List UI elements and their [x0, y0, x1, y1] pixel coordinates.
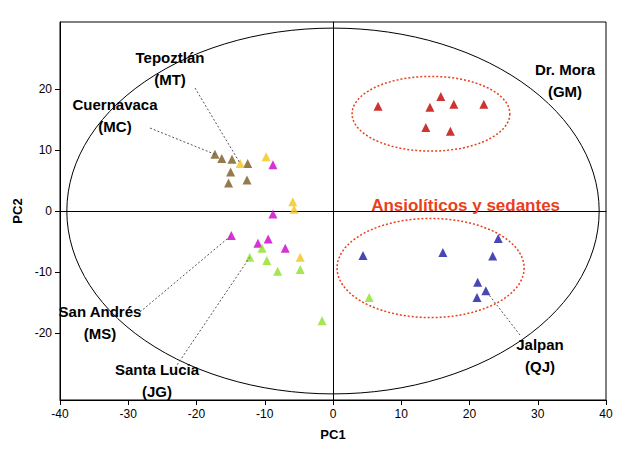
- svg-text:40: 40: [599, 407, 613, 421]
- svg-text:Santa Lucia: Santa Lucia: [115, 361, 200, 378]
- svg-text:20: 20: [463, 407, 477, 421]
- svg-text:Cuernavaca: Cuernavaca: [72, 96, 158, 113]
- svg-text:-10: -10: [256, 407, 274, 421]
- svg-text:-20: -20: [188, 407, 206, 421]
- svg-text:10: 10: [395, 407, 409, 421]
- svg-text:(GM): (GM): [548, 83, 582, 100]
- svg-text:20: 20: [39, 82, 53, 96]
- svg-text:Jalpan: Jalpan: [516, 336, 564, 353]
- svg-text:Dr. Mora: Dr. Mora: [535, 61, 596, 78]
- svg-text:-10: -10: [35, 265, 53, 279]
- svg-text:10: 10: [39, 143, 53, 157]
- svg-text:-40: -40: [51, 407, 69, 421]
- svg-text:0: 0: [330, 407, 337, 421]
- svg-text:(QJ): (QJ): [525, 358, 555, 375]
- svg-text:30: 30: [531, 407, 545, 421]
- svg-text:(MC): (MC): [98, 118, 131, 135]
- svg-text:(JG): (JG): [142, 383, 172, 400]
- svg-text:Ansiolíticos y sedantes: Ansiolíticos y sedantes: [371, 196, 560, 215]
- svg-text:Tepoztlán: Tepoztlán: [136, 49, 205, 66]
- svg-text:(MS): (MS): [84, 325, 117, 342]
- svg-text:-20: -20: [35, 326, 53, 340]
- svg-text:0: 0: [45, 204, 52, 218]
- svg-text:PC1: PC1: [320, 427, 345, 442]
- svg-text:PC2: PC2: [10, 198, 25, 223]
- svg-text:(MT): (MT): [154, 71, 186, 88]
- svg-text:San Andrés: San Andrés: [59, 303, 142, 320]
- svg-text:-30: -30: [120, 407, 138, 421]
